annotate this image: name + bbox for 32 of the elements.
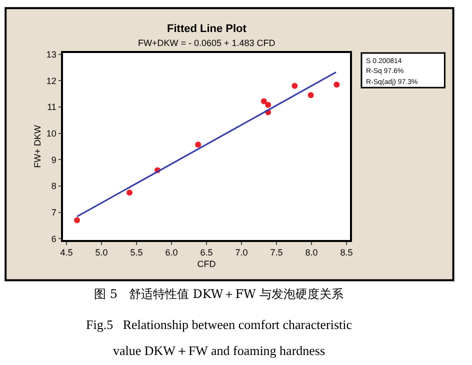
caption: Fig.5 Relationship between comfort characteristic: [86, 317, 352, 332]
y-tick-label: 13: [46, 49, 56, 60]
chart-subtitle: FW+DKW = - 0.0605 + 1.483 CFD: [138, 38, 276, 48]
point: [292, 82, 298, 89]
y-tick-label: 7: [51, 208, 56, 218]
y-tick-label: 6: [51, 234, 56, 244]
y-tick-label: 9: [51, 154, 56, 165]
chart-title: Fitted Line Plot: [167, 23, 247, 35]
point: [260, 98, 267, 104]
point: [308, 92, 314, 98]
y-tick-label: 8: [51, 181, 56, 192]
point: [334, 82, 340, 88]
x-axis-title: CFD: [197, 258, 216, 269]
text: value DKW＋FW and foaming hardness: [113, 343, 326, 358]
point: [195, 142, 202, 148]
x-tick-label: 8.0: [305, 248, 318, 258]
x-tick-label: 7.0: [235, 248, 248, 258]
point: [74, 217, 80, 224]
y-tick-label: 10: [46, 128, 56, 138]
point: [265, 102, 272, 108]
x-tick-label: 7.5: [270, 248, 283, 258]
x-tick-label: 5.5: [130, 248, 143, 258]
x-tick-label: 6.0: [165, 248, 178, 258]
x-tick-label: 8.5: [340, 248, 353, 258]
y-axis-title: FW+ DKW: [32, 124, 42, 168]
y-tick-label: 12: [46, 76, 56, 86]
x-tick-label: 4.5: [60, 248, 73, 258]
y-tick-label: 11: [47, 102, 56, 112]
caption: 图 5 舒适特性值 DKW＋FW 与发泡硬度关系: [94, 287, 344, 301]
x-tick-label: 5.0: [95, 248, 108, 258]
point: [126, 190, 132, 196]
x-tick-label: 6.5: [200, 248, 213, 258]
